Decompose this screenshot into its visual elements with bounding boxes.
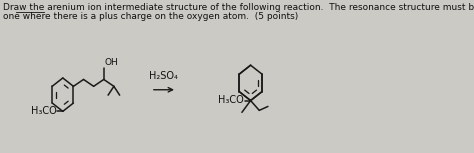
Text: Draw the arenium ion intermediate structure of the following reaction.  The reso: Draw the arenium ion intermediate struct… (3, 3, 474, 12)
Text: H₃CO: H₃CO (219, 95, 244, 104)
Text: one where there is a plus charge on the oxygen atom.  (5 points): one where there is a plus charge on the … (3, 12, 298, 21)
Text: H₃CO: H₃CO (30, 106, 56, 116)
Text: OH: OH (104, 58, 118, 67)
Text: H₂SO₄: H₂SO₄ (149, 71, 178, 81)
